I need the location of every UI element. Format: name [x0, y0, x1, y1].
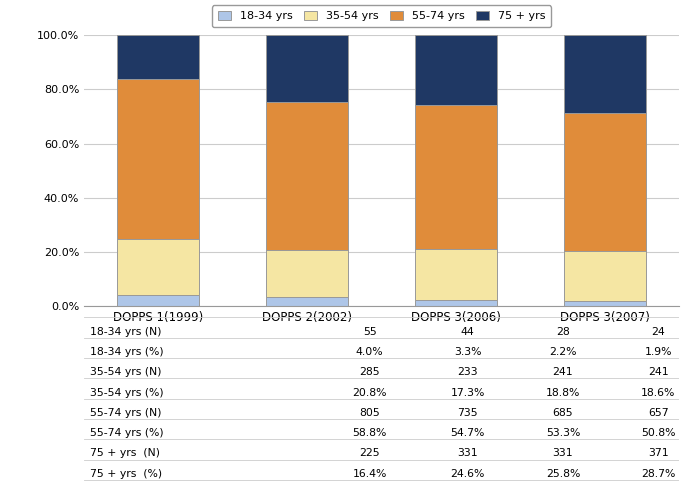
Text: 28: 28	[556, 326, 570, 336]
Text: 241: 241	[648, 367, 668, 377]
Text: 17.3%: 17.3%	[451, 388, 485, 398]
Text: 805: 805	[359, 408, 380, 418]
Text: 54.7%: 54.7%	[451, 428, 485, 438]
Bar	[564, 113, 645, 250]
Text: 4.0%: 4.0%	[356, 347, 384, 357]
Text: 735: 735	[458, 408, 478, 418]
Text: 28.7%: 28.7%	[641, 469, 676, 479]
Text: 53.3%: 53.3%	[546, 428, 580, 438]
Text: 50.8%: 50.8%	[641, 428, 676, 438]
Text: 18-34 yrs (%): 18-34 yrs (%)	[90, 347, 164, 357]
Text: 24: 24	[651, 326, 665, 336]
Bar	[564, 301, 645, 306]
Text: 2.2%: 2.2%	[550, 347, 577, 357]
Bar	[118, 239, 200, 296]
Text: 225: 225	[359, 448, 380, 458]
Text: 16.4%: 16.4%	[352, 469, 387, 479]
Bar	[564, 250, 645, 301]
Bar	[266, 250, 348, 298]
Text: 18.8%: 18.8%	[546, 388, 580, 398]
Text: 371: 371	[648, 448, 668, 458]
Text: 35-54 yrs (N): 35-54 yrs (N)	[90, 367, 162, 377]
Bar	[415, 34, 497, 104]
Bar	[415, 104, 497, 250]
Text: 685: 685	[553, 408, 573, 418]
Text: 24.6%: 24.6%	[451, 469, 485, 479]
Text: 331: 331	[458, 448, 478, 458]
Bar	[564, 35, 645, 113]
Bar	[266, 102, 348, 251]
Text: 331: 331	[553, 448, 573, 458]
Text: 58.8%: 58.8%	[352, 428, 387, 438]
Text: 75 + yrs  (N): 75 + yrs (N)	[90, 448, 160, 458]
Text: 285: 285	[359, 367, 380, 377]
Text: 44: 44	[461, 326, 475, 336]
Bar	[266, 298, 348, 306]
Bar	[266, 36, 348, 102]
Text: 20.8%: 20.8%	[352, 388, 387, 398]
Text: 35-54 yrs (%): 35-54 yrs (%)	[90, 388, 164, 398]
Text: 233: 233	[458, 367, 478, 377]
Text: 657: 657	[648, 408, 668, 418]
Bar	[415, 250, 497, 300]
Text: 55: 55	[363, 326, 377, 336]
Bar	[118, 35, 200, 80]
Text: 1.9%: 1.9%	[645, 347, 672, 357]
Text: 3.3%: 3.3%	[454, 347, 482, 357]
Text: 18.6%: 18.6%	[641, 388, 676, 398]
Bar	[118, 80, 200, 239]
Bar	[118, 296, 200, 306]
Text: 25.8%: 25.8%	[546, 469, 580, 479]
Text: 55-74 yrs (N): 55-74 yrs (N)	[90, 408, 162, 418]
Bar	[415, 300, 497, 306]
Text: 241: 241	[553, 367, 573, 377]
Text: 55-74 yrs (%): 55-74 yrs (%)	[90, 428, 164, 438]
Text: 18-34 yrs (N): 18-34 yrs (N)	[90, 326, 162, 336]
Text: 75 + yrs  (%): 75 + yrs (%)	[90, 469, 162, 479]
Legend: 18-34 yrs, 35-54 yrs, 55-74 yrs, 75 + yrs: 18-34 yrs, 35-54 yrs, 55-74 yrs, 75 + yr…	[212, 6, 551, 27]
